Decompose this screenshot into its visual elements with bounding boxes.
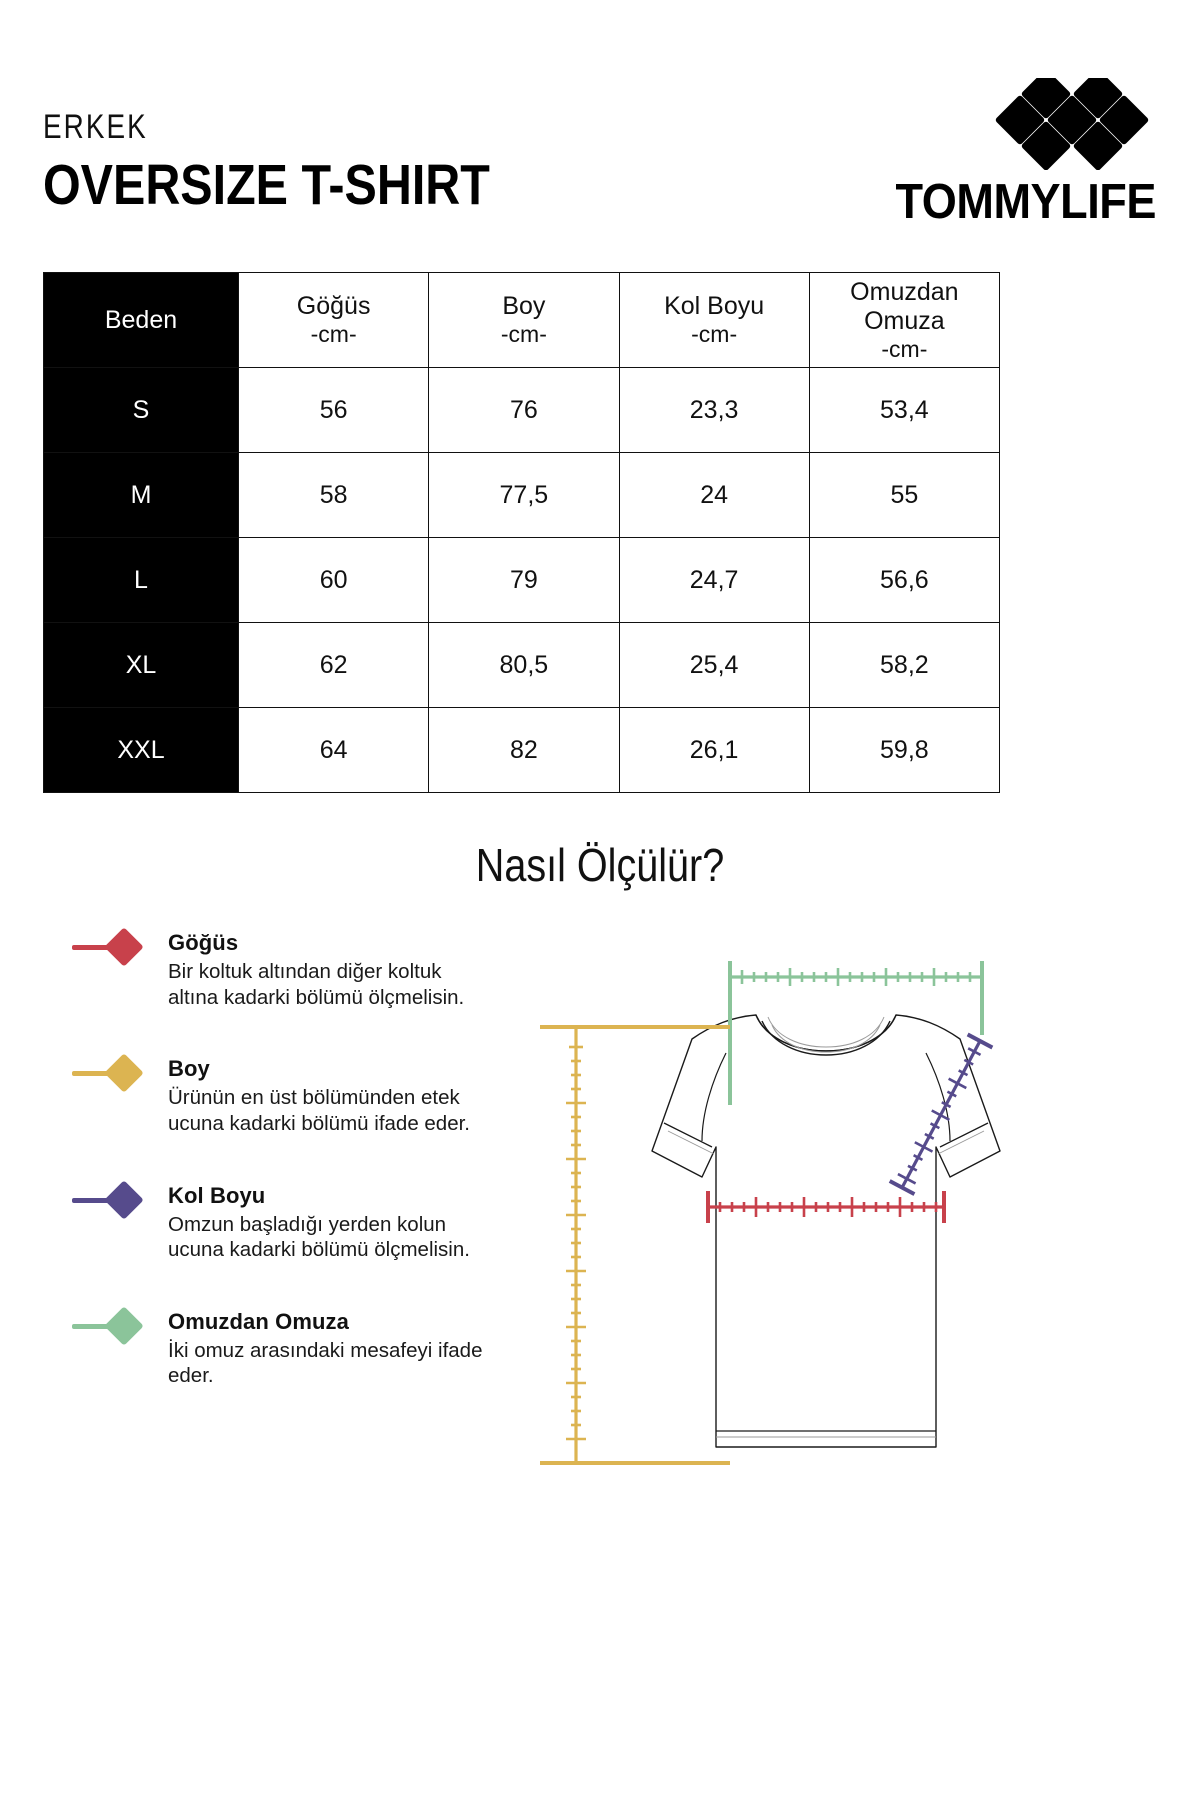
measurement-legend: Göğüs Bir koltuk altından diğer koltuk a… bbox=[72, 927, 492, 1427]
page-title: OVERSIZE T-SHIRT bbox=[43, 153, 490, 217]
table-header-row: Beden Göğüs -cm- Boy -cm- Kol Boyu -cm- … bbox=[43, 272, 1001, 368]
title-block: ERKEK OVERSIZE T-SHIRT bbox=[43, 110, 569, 216]
page-header: ERKEK OVERSIZE T-SHIRT TOMMYLIFE bbox=[0, 0, 1200, 270]
sleeve-measure-line bbox=[888, 1032, 994, 1196]
table-row: XL 62 80,5 25,4 58,2 bbox=[43, 622, 1001, 708]
tshirt-measurement-diagram bbox=[480, 955, 1020, 1515]
brand-block: TOMMYLIFE bbox=[856, 69, 1157, 230]
legend-label: Boy bbox=[168, 1056, 210, 1082]
sleeve-hem-lines bbox=[663, 1122, 989, 1148]
column-header-kol-boyu-label: Kol Boyu bbox=[664, 292, 765, 321]
cell-kol: 25,4 bbox=[618, 622, 810, 708]
column-header-boy-label: Boy bbox=[502, 292, 546, 321]
how-to-measure-title: Nasıl Ölçülür? bbox=[475, 839, 725, 891]
cell-boy: 82 bbox=[428, 707, 620, 793]
cell-size: XL bbox=[43, 622, 239, 708]
cell-omuz: 56,6 bbox=[808, 537, 1001, 623]
cell-kol: 24,7 bbox=[618, 537, 810, 623]
column-header-kol-boyu-unit: -cm- bbox=[691, 321, 738, 348]
collar-outline bbox=[755, 1014, 897, 1056]
diamond-marker-icon bbox=[72, 1053, 150, 1094]
cell-size: L bbox=[43, 537, 239, 623]
legend-description: Omzun başladığı yerden kolun ucuna kadar… bbox=[168, 1212, 470, 1262]
armhole-seams bbox=[701, 1052, 951, 1142]
cell-gogus: 58 bbox=[237, 452, 430, 538]
diamond-marker-icon bbox=[72, 927, 150, 967]
table-row: S 56 76 23,3 53,4 bbox=[43, 367, 1001, 453]
diamond-marker-icon bbox=[72, 1305, 150, 1346]
column-header-boy: Boy -cm- bbox=[428, 272, 620, 368]
cell-omuz: 59,8 bbox=[808, 707, 1001, 793]
cell-omuz: 58,2 bbox=[808, 622, 1001, 708]
cell-gogus: 60 bbox=[237, 537, 430, 623]
table-row: L 60 79 24,7 56,6 bbox=[43, 537, 1001, 623]
diamond-marker-icon bbox=[72, 1179, 150, 1220]
legend-item-omuzdan-omuza: Omuzdan Omuza İki omuz arasındaki mesafe… bbox=[72, 1305, 492, 1389]
brand-name: TOMMYLIFE bbox=[895, 175, 1157, 229]
column-header-beden: Beden bbox=[43, 272, 239, 368]
cell-omuz: 55 bbox=[808, 452, 1001, 538]
legend-item-kol-boyu: Kol Boyu Omzun başladığı yerden kolun uc… bbox=[72, 1179, 492, 1263]
page-kicker: ERKEK bbox=[43, 108, 148, 146]
column-header-gogus: Göğüs -cm- bbox=[237, 272, 430, 368]
column-header-beden-label: Beden bbox=[104, 305, 178, 334]
column-header-omuzdan-omuza-unit: -cm- bbox=[881, 335, 928, 362]
column-header-omuzdan-omuza: Omuzdan Omuza -cm- bbox=[808, 272, 1001, 368]
collar-inner-detail bbox=[767, 1016, 885, 1053]
cell-gogus: 62 bbox=[237, 622, 430, 708]
legend-description: Bir koltuk altından diğer koltuk altına … bbox=[168, 960, 465, 1009]
legend-label: Kol Boyu bbox=[168, 1182, 266, 1208]
column-header-omuzdan-omuza-label: Omuzdan Omuza bbox=[850, 278, 959, 335]
cell-boy: 76 bbox=[428, 367, 620, 453]
cell-boy: 77,5 bbox=[428, 452, 620, 538]
cell-size: M bbox=[43, 452, 239, 538]
column-header-gogus-label: Göğüs bbox=[296, 292, 371, 321]
cell-kol: 26,1 bbox=[618, 707, 810, 793]
table-row: XXL 64 82 26,1 59,8 bbox=[43, 707, 1001, 793]
shoulder-measure-line bbox=[728, 961, 984, 1105]
size-table: Beden Göğüs -cm- Boy -cm- Kol Boyu -cm- … bbox=[43, 272, 1001, 793]
diamond-grid-logo-icon bbox=[966, 69, 1156, 171]
legend-label: Omuzdan Omuza bbox=[168, 1308, 349, 1334]
legend-description: Ürünün en üst bölümünden etek ucuna kada… bbox=[168, 1086, 471, 1135]
chest-measure-line bbox=[706, 1191, 946, 1223]
legend-label: Göğüs bbox=[168, 930, 239, 955]
cell-size: XXL bbox=[43, 707, 239, 793]
cell-boy: 79 bbox=[428, 537, 620, 623]
legend-item-boy: Boy Ürünün en üst bölümünden etek ucuna … bbox=[72, 1053, 492, 1136]
tshirt-outline bbox=[651, 1014, 1001, 1448]
table-row: M 58 77,5 24 55 bbox=[43, 452, 1001, 538]
size-table-head: Beden Göğüs -cm- Boy -cm- Kol Boyu -cm- … bbox=[43, 272, 1001, 368]
column-header-kol-boyu: Kol Boyu -cm- bbox=[618, 272, 810, 368]
size-table-body: S 56 76 23,3 53,4 M 58 77,5 24 55 L 60 7… bbox=[43, 367, 1001, 793]
cell-omuz: 53,4 bbox=[808, 367, 1001, 453]
legend-description: İki omuz arasındaki mesafeyi ifade eder. bbox=[168, 1338, 483, 1388]
cell-gogus: 56 bbox=[237, 367, 430, 453]
cell-gogus: 64 bbox=[237, 707, 430, 793]
cell-size: S bbox=[43, 367, 239, 453]
column-header-gogus-unit: -cm- bbox=[310, 321, 357, 348]
cell-kol: 23,3 bbox=[618, 367, 810, 453]
column-header-boy-unit: -cm- bbox=[500, 321, 547, 348]
cell-kol: 24 bbox=[618, 452, 810, 538]
legend-item-gogus: Göğüs Bir koltuk altından diğer koltuk a… bbox=[72, 927, 492, 1010]
length-measure-line bbox=[540, 1025, 730, 1465]
cell-boy: 80,5 bbox=[428, 622, 620, 708]
